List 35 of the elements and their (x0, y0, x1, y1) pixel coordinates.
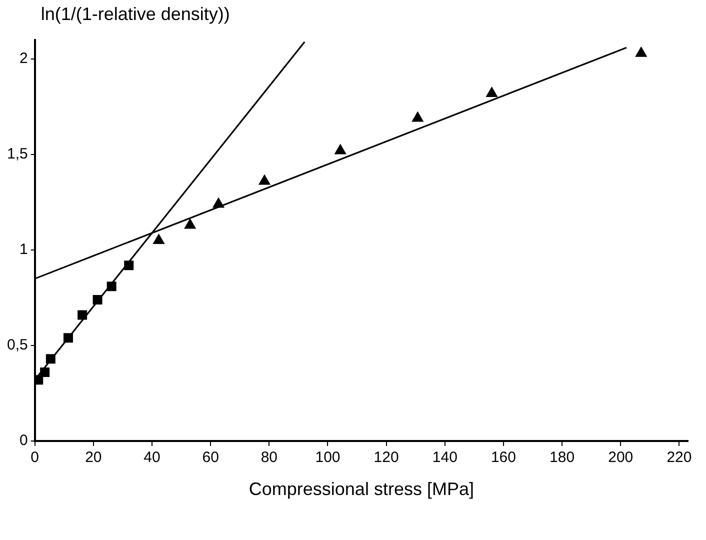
point (153, 234, 164, 244)
x-tick-label: 40 (144, 449, 160, 466)
point (334, 144, 346, 154)
x-tick-label: 160 (490, 449, 516, 466)
y-tick-label: 0 (20, 432, 28, 450)
x-tick-label: 20 (85, 449, 102, 466)
x-tick-label: 60 (202, 449, 219, 466)
x-tick-label: 220 (666, 449, 692, 466)
point (78, 310, 88, 320)
x-axis-title: Compressional stress [MPa] (248, 478, 474, 499)
point (92, 294, 102, 304)
x-tick-label: 120 (374, 449, 399, 466)
y-axis-title: ln(1/(1-relative density)) (40, 4, 230, 24)
y-tick-label: 1 (20, 241, 28, 258)
point (258, 174, 270, 185)
point (40, 368, 50, 377)
point (412, 112, 424, 122)
x-tick-label: 80 (260, 449, 278, 466)
point (635, 46, 647, 57)
x-tick-label: 180 (550, 449, 575, 466)
x-tick-label: 140 (432, 449, 458, 466)
point (34, 375, 44, 385)
x-tick-label: 0 (30, 449, 40, 466)
point (64, 333, 73, 343)
point (212, 198, 224, 208)
point (46, 354, 56, 364)
y-tick-label: 2 (20, 50, 28, 68)
y-tick-label: 1,5 (6, 146, 28, 163)
point (184, 218, 196, 229)
point (486, 86, 498, 97)
x-tick-label: 100 (315, 449, 340, 466)
y-tick-label: 0,5 (6, 336, 28, 354)
point (124, 260, 134, 270)
x-tick-label: 200 (608, 449, 634, 466)
point (106, 282, 116, 292)
